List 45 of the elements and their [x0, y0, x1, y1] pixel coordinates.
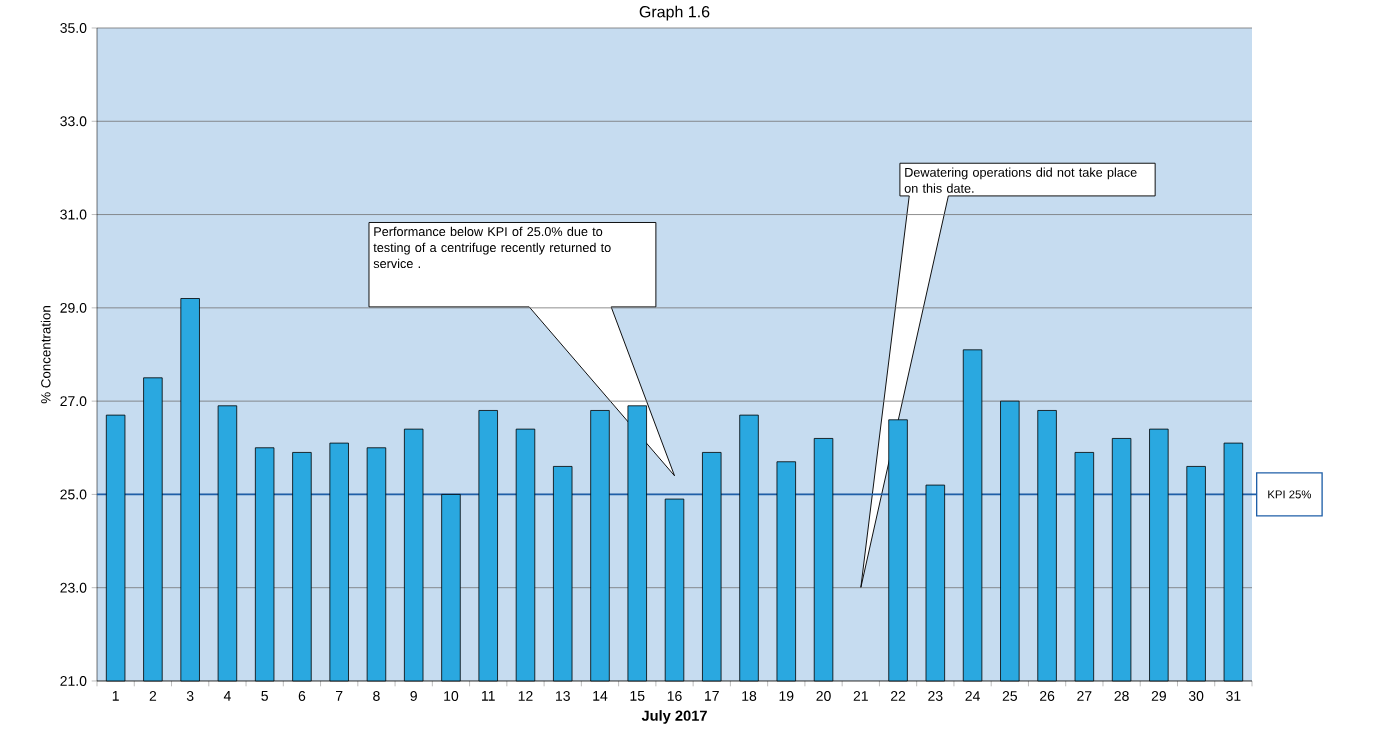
y-tick-label: 21.0	[60, 676, 87, 686]
x-tick-label: 22	[890, 691, 906, 701]
x-tick-label: 11	[482, 691, 495, 701]
x-tick-label: 17	[705, 691, 719, 701]
x-tick-label: 24	[965, 691, 980, 701]
annotation: Performance below KPI of 25.0% due to testing of a centrifuge recently returned to service .	[373, 226, 611, 269]
y-tick-label: 27.0	[60, 396, 87, 407]
x-tick-label: 6	[298, 691, 306, 701]
annotation: Dewatering operations did not take place on this date.	[904, 167, 1137, 193]
y-axis-title: % Concentration	[40, 306, 51, 404]
y-tick-label: 31.0	[60, 209, 87, 220]
x-tick-label: 29	[1151, 691, 1166, 701]
x-tick-label: 15	[630, 691, 645, 701]
y-tick-label: 35.0	[60, 23, 87, 33]
x-tick-label: 16	[667, 691, 682, 701]
x-tick-label: 13	[556, 691, 570, 701]
x-tick-label: 31	[1226, 691, 1241, 701]
y-tick-label: 29.0	[60, 302, 87, 313]
x-tick-label: 1	[112, 691, 119, 701]
x-tick-label: 3	[186, 691, 194, 701]
chart-title: Graph 1.6	[639, 5, 710, 21]
x-tick-label: 14	[593, 691, 608, 701]
x-tick-label: 12	[518, 691, 533, 701]
x-tick-label: 20	[816, 691, 831, 701]
x-tick-label: 7	[336, 691, 343, 701]
x-tick-label: 26	[1040, 691, 1055, 701]
x-tick-label: 27	[1077, 691, 1092, 701]
x-tick-label: 30	[1188, 691, 1204, 701]
y-tick-label: 33.0	[60, 116, 87, 127]
ref-line-label: KPI 25%	[1268, 490, 1312, 499]
x-tick-label: 4	[223, 691, 231, 701]
x-tick-label: 9	[410, 691, 417, 701]
x-tick-label: 18	[742, 691, 757, 701]
x-tick-label: 28	[1114, 691, 1129, 701]
x-tick-label: 23	[928, 691, 943, 701]
x-tick-label: 8	[373, 691, 380, 701]
x-tick-label: 19	[779, 691, 794, 701]
x-tick-label: 2	[149, 691, 157, 701]
x-tick-label: 5	[261, 691, 268, 701]
y-tick-label: 23.0	[60, 582, 87, 593]
x-tick-label: 21	[853, 691, 868, 701]
x-tick-label: 25	[1002, 691, 1018, 701]
x-axis-title: July 2017	[641, 710, 707, 724]
y-tick-label: 25.0	[60, 489, 87, 500]
x-tick-label: 10	[444, 691, 459, 701]
